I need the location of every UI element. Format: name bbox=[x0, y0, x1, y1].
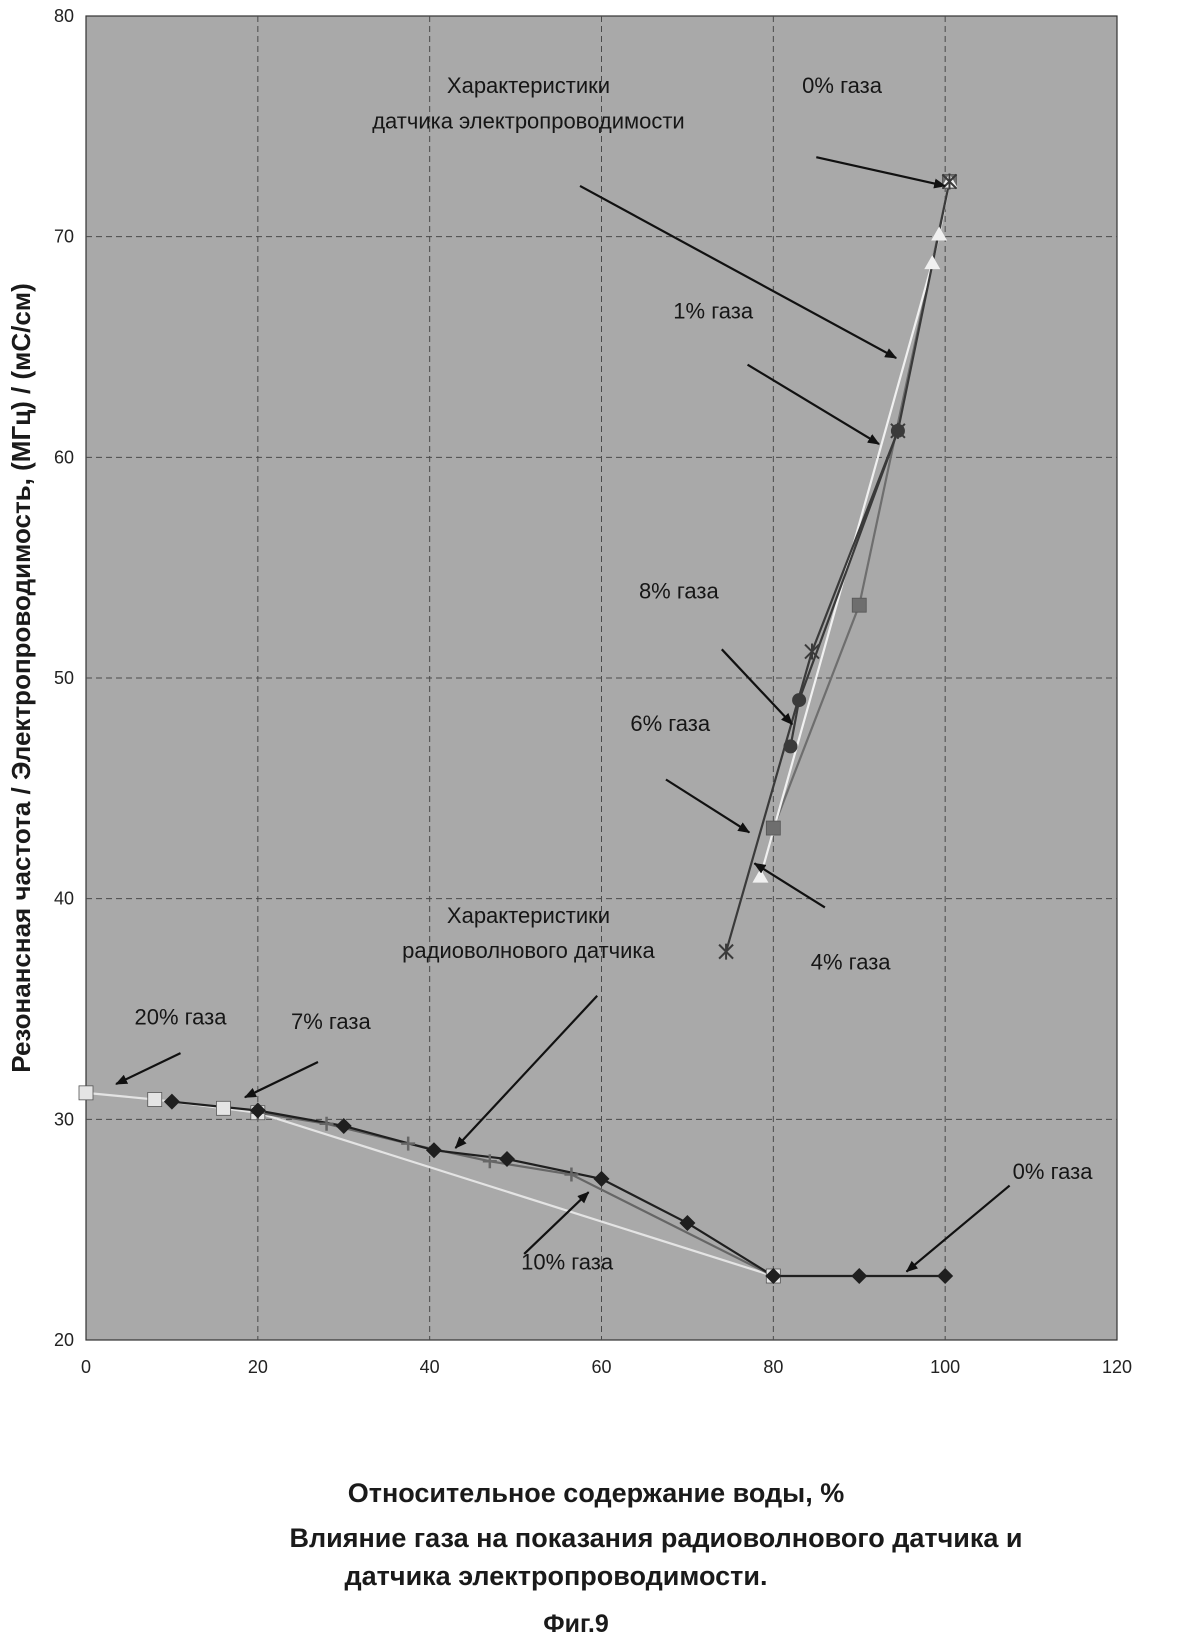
x-tick-label: 0 bbox=[81, 1357, 91, 1377]
data-point bbox=[216, 1101, 230, 1115]
chart: 0 20 40 60 80 100 120 20 30 40 50 60 70 80 Резонансная… bbox=[0, 0, 1192, 1470]
x-axis-label: Относительное содержание воды, % bbox=[0, 1478, 1192, 1509]
y-tick-label: 50 bbox=[54, 668, 74, 688]
annotation-label: 8% газа bbox=[639, 579, 720, 604]
x-tick-label: 80 bbox=[763, 1357, 783, 1377]
x-tick-label: 40 bbox=[420, 1357, 440, 1377]
data-point bbox=[852, 598, 866, 612]
y-tick-label: 70 bbox=[54, 227, 74, 247]
annotation-label: Характеристики bbox=[447, 903, 610, 928]
annotation-label: 4% газа bbox=[811, 949, 892, 974]
annotation-label: 20% газа bbox=[135, 1004, 228, 1029]
data-point bbox=[766, 821, 780, 835]
y-tick-label: 80 bbox=[54, 6, 74, 26]
annotation-label: 7% газа bbox=[291, 1009, 372, 1034]
annotation-label: Характеристики bbox=[447, 73, 610, 98]
annotation-label: 1% газа bbox=[673, 298, 754, 323]
x-tick-label: 100 bbox=[930, 1357, 960, 1377]
y-tick-label: 30 bbox=[54, 1109, 74, 1129]
annotation-label: радиоволнового датчика bbox=[402, 938, 655, 963]
x-tick-label: 120 bbox=[1102, 1357, 1132, 1377]
x-tick-label: 20 bbox=[248, 1357, 268, 1377]
annotation-label: 10% газа bbox=[521, 1249, 614, 1274]
chart-subtitle-line1: Влияние газа на показания радиоволнового… bbox=[60, 1523, 1192, 1554]
y-tick-label: 20 bbox=[54, 1330, 74, 1350]
figure-label: Фиг.9 bbox=[0, 1610, 1172, 1639]
annotation-label: датчика электропроводимости bbox=[372, 109, 685, 134]
y-tick-label: 60 bbox=[54, 447, 74, 467]
data-point bbox=[148, 1092, 162, 1106]
annotation-label: 0% газа bbox=[1013, 1159, 1094, 1184]
x-tick-label: 60 bbox=[591, 1357, 611, 1377]
y-tick-label: 40 bbox=[54, 889, 74, 909]
y-axis-label: Резонансная частота / Электропроводимост… bbox=[6, 283, 36, 1073]
data-point bbox=[784, 739, 798, 753]
annotation-label: 6% газа bbox=[630, 711, 711, 736]
chart-subtitle-line2: датчика электропроводимости. bbox=[0, 1561, 1152, 1592]
data-point bbox=[792, 693, 806, 707]
data-point bbox=[79, 1086, 93, 1100]
annotation-label: 0% газа bbox=[802, 73, 883, 98]
